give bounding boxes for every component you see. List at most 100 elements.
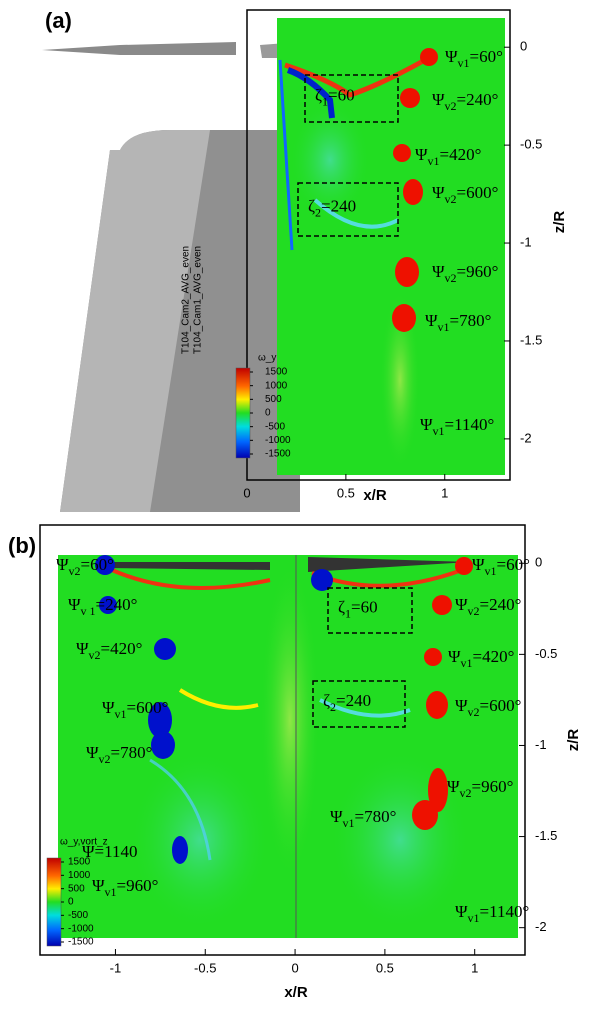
annotation-text: =600° [480, 696, 522, 715]
subscript: v1 [485, 564, 497, 578]
vorticity-field [277, 18, 505, 475]
panel-label: (b) [8, 533, 36, 558]
symbol: Ψ [472, 555, 485, 574]
y-tick-label: 0 [535, 555, 542, 570]
subscript: v2 [445, 271, 457, 285]
y-tick-label: -0.5 [535, 646, 557, 661]
subscript: v1 [438, 320, 450, 334]
annotation-text: =600° [127, 698, 169, 717]
x-tick-label: 0.5 [337, 485, 355, 500]
subscript: v1 [105, 885, 117, 899]
x-tick-label: 0 [243, 485, 250, 500]
annotation: Ψv2=600° [455, 696, 521, 719]
legend-title: ω_y [258, 353, 276, 364]
subscript: v2 [445, 99, 457, 113]
legend-tick-label: 0 [265, 408, 271, 419]
x-axis-label: x/R [363, 487, 387, 504]
y-tick-label: -1.5 [535, 828, 557, 843]
subscript: v2 [460, 786, 472, 800]
annotation: Ψv2=240° [432, 90, 498, 113]
annotation: ζ2=240 [323, 691, 371, 714]
subscript: v2 [69, 564, 81, 578]
annotation: Ψv2=60° [56, 555, 114, 578]
annotation-text: =60 [328, 85, 355, 104]
annotation-text: =1140° [480, 902, 530, 921]
annotation: Ψv 1=240° [68, 595, 137, 618]
legend-tick-label: 1000 [68, 870, 91, 881]
symbol: Ψ [92, 876, 105, 895]
legend-tick-label: 500 [265, 394, 282, 405]
annotation-text: =780° [111, 743, 153, 762]
legend-title: ω_y,vort_z [60, 837, 108, 848]
x-tick-label: 0 [291, 960, 298, 975]
annotation: Ψv1=1140° [455, 902, 529, 925]
dataset-label: T104_Cam1_AVG_even [193, 246, 204, 354]
symbol: ζ [315, 85, 322, 104]
legend-tick-label: -1500 [68, 937, 94, 948]
subscript: v 1 [81, 604, 96, 618]
legend-tick-label: 0 [68, 897, 74, 908]
legend-tick-label: -1500 [265, 449, 291, 460]
colorbar [235, 367, 251, 459]
subscript: v1 [428, 154, 440, 168]
annotation: Ψv1=420° [448, 647, 514, 670]
legend-tick-label: -1000 [265, 435, 291, 446]
x-tick-label: -0.5 [194, 960, 216, 975]
legend-tick-label: -500 [265, 421, 285, 432]
y-tick-label: -1 [535, 737, 547, 752]
annotation-text: =240 [321, 196, 356, 215]
subscript: v1 [458, 56, 470, 70]
subscript: v2 [468, 705, 480, 719]
annotation: Ψv2=420° [76, 639, 142, 662]
symbol: Ψ [432, 262, 445, 281]
symbol: Ψ [82, 842, 95, 861]
subscript: v1 [343, 816, 355, 830]
symbol: Ψ [432, 183, 445, 202]
subscript: 2 [330, 700, 336, 714]
annotation-text: =1140° [445, 415, 495, 434]
annotation: Ψv1=780° [330, 807, 396, 830]
x-tick-label: 1 [471, 960, 478, 975]
y-tick-label: -1.5 [520, 332, 542, 347]
colorbar [46, 857, 62, 947]
x-axis-label: x/R [284, 984, 308, 1001]
legend-tick-label: -500 [68, 910, 88, 921]
y-tick-label: -2 [520, 430, 532, 445]
symbol: Ψ [102, 698, 115, 717]
y-tick-label: -2 [535, 919, 547, 934]
symbol: Ψ [56, 555, 69, 574]
legend-tick-label: 1000 [265, 380, 288, 391]
annotation-text: =60° [470, 47, 503, 66]
subscript: v2 [468, 604, 480, 618]
annotation-text: =240° [457, 90, 499, 109]
y-axis-label: z/R [551, 211, 568, 234]
subscript: v2 [445, 192, 457, 206]
symbol: Ψ [445, 47, 458, 66]
annotation-text: =960° [457, 262, 499, 281]
subscript: v1 [115, 707, 127, 721]
symbol: ζ [338, 597, 345, 616]
annotation: ζ1=60 [338, 597, 378, 620]
plot-frame [246, 9, 511, 481]
annotation: Ψv1=960° [92, 876, 158, 899]
annotation: Ψv2=960° [432, 262, 498, 285]
annotation: Ψv1=60° [445, 47, 503, 70]
symbol: Ψ [447, 777, 460, 796]
y-tick-label: -1 [520, 234, 532, 249]
annotation: Ψv2=780° [86, 743, 152, 766]
annotation-text: =780° [450, 311, 492, 330]
symbol: Ψ [455, 696, 468, 715]
annotation: Ψv1=1140° [420, 415, 494, 438]
panel-label: (a) [45, 8, 72, 33]
symbol: ζ [308, 196, 315, 215]
symbol: Ψ [455, 902, 468, 921]
annotation-text: =600° [457, 183, 499, 202]
legend-tick-label: 1500 [68, 857, 91, 868]
symbol: Ψ [425, 311, 438, 330]
x-tick-label: 1 [441, 485, 448, 500]
region-box [297, 182, 399, 237]
region-box [304, 74, 399, 123]
symbol: Ψ [415, 145, 428, 164]
subscript: v1 [461, 656, 473, 670]
